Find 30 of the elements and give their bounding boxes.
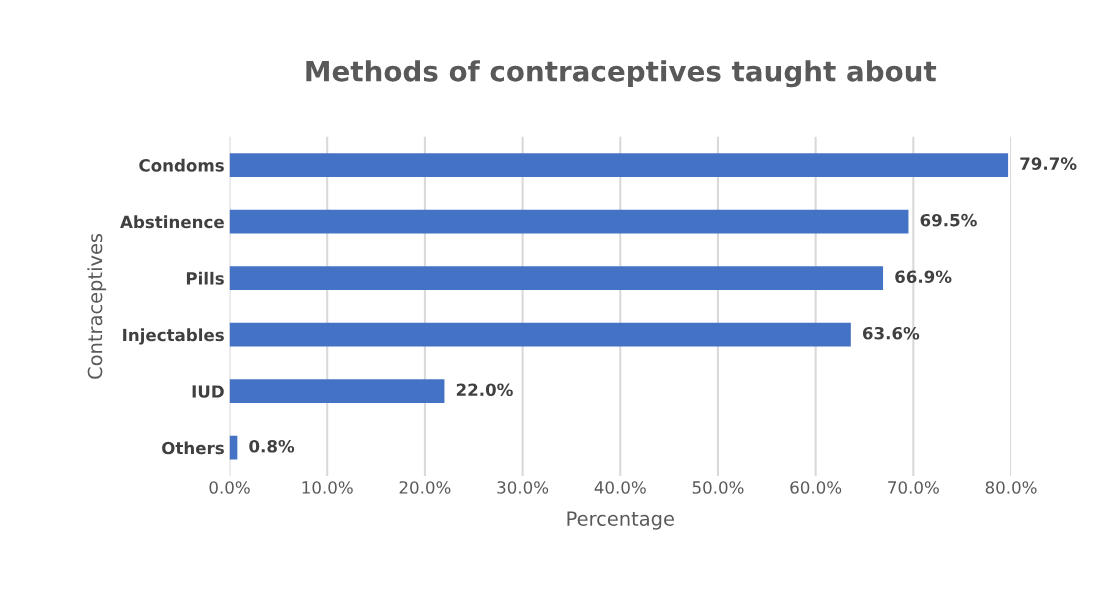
x-tick-label: 0.0% [209, 481, 250, 494]
x-tick-label: 30.0% [497, 481, 549, 494]
bar [229, 266, 884, 291]
x-tick-label: 70.0% [888, 481, 939, 494]
y-tick-label: Pills [186, 271, 224, 285]
y-tick-label: Condoms [139, 158, 224, 172]
y-tick-label: Others [162, 441, 224, 455]
y-axis-title: Contraceptives [87, 233, 107, 379]
data-label: 22.0% [456, 383, 513, 397]
y-tick-label: Abstinence [120, 215, 224, 229]
x-tick-label: 20.0% [399, 481, 451, 494]
x-tick-label: 10.0% [302, 481, 353, 494]
data-label: 69.5% [920, 213, 977, 227]
x-axis-title: Percentage [567, 511, 674, 530]
data-label: 0.8% [249, 439, 295, 453]
bar [229, 379, 445, 404]
y-tick-label: Injectables [123, 328, 224, 345]
bar [229, 322, 851, 347]
chart-title: Methods of contraceptives taught about [306, 60, 937, 88]
x-tick-label: 40.0% [594, 481, 646, 494]
x-tick-label: 80.0% [985, 481, 1037, 494]
data-label: 79.7% [1020, 157, 1077, 170]
x-tick-label: 60.0% [790, 481, 842, 494]
bar [229, 209, 909, 234]
data-label: 63.6% [862, 326, 920, 340]
bar [229, 435, 238, 460]
bar [229, 153, 1009, 177]
data-label: 66.9% [895, 270, 952, 283]
x-tick-label: 50.0% [692, 481, 744, 494]
y-tick-label: IUD [192, 385, 224, 398]
